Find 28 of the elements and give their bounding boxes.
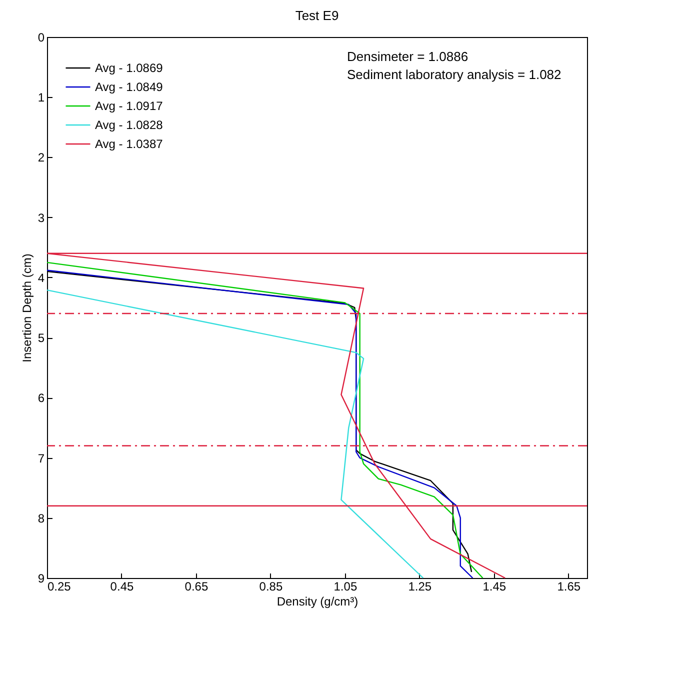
y-tick-label: 3 bbox=[38, 210, 45, 225]
x-tick-label: 0.45 bbox=[110, 580, 134, 594]
x-tick-label: 0.65 bbox=[184, 580, 208, 594]
x-tick-label: 0.85 bbox=[259, 580, 283, 594]
y-tick-label: 0 bbox=[38, 30, 45, 44]
y-tick-label: 9 bbox=[38, 572, 45, 586]
legend-label: Avg - 1.0917 bbox=[95, 99, 164, 113]
y-axis-title: Insertion Depth (cm) bbox=[20, 254, 34, 362]
legend-label: Avg - 1.0828 bbox=[95, 118, 164, 132]
x-tick-label: 1.25 bbox=[408, 580, 432, 594]
y-tick-label: 4 bbox=[38, 270, 45, 285]
x-tick-label: 1.05 bbox=[334, 580, 358, 594]
legend-label: Avg - 1.0387 bbox=[95, 137, 164, 151]
chart-title: Test E9 bbox=[295, 8, 339, 23]
y-tick-label: 8 bbox=[38, 511, 45, 526]
y-tick-label: 6 bbox=[38, 391, 45, 406]
y-tick-label: 7 bbox=[38, 451, 45, 466]
x-tick-label: 1.45 bbox=[482, 580, 506, 594]
y-tick-label: 5 bbox=[38, 331, 45, 346]
x-axis-title: Density (g/cm³) bbox=[276, 594, 358, 608]
x-tick-label: 1.65 bbox=[557, 580, 581, 594]
y-tick-label: 1 bbox=[38, 90, 45, 105]
legend-label: Avg - 1.0869 bbox=[95, 61, 164, 75]
annotation: Densimeter = 1.0886 bbox=[347, 49, 468, 64]
legend-label: Avg - 1.0849 bbox=[95, 80, 164, 94]
x-tick-label: 0.25 bbox=[48, 580, 72, 594]
annotation: Sediment laboratory analysis = 1.082 bbox=[347, 67, 562, 82]
y-tick-label: 2 bbox=[38, 150, 45, 165]
